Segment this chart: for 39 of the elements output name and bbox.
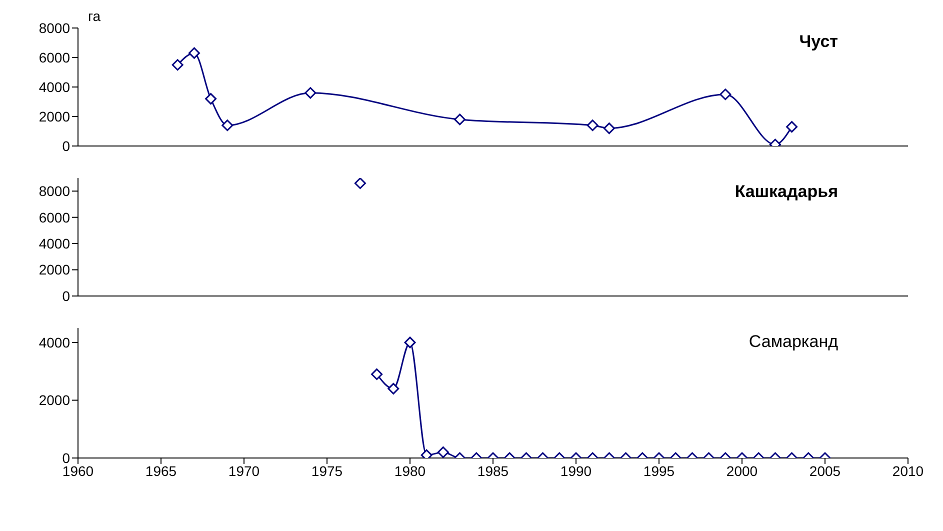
point <box>222 120 234 132</box>
y-tick-label: 2000 <box>38 262 70 278</box>
point <box>371 368 383 380</box>
y-tick-label: 0 <box>62 288 70 304</box>
point <box>786 121 798 133</box>
point <box>205 93 217 105</box>
y-tick-label: 0 <box>62 138 70 154</box>
point <box>188 47 200 59</box>
y-tick-label: 8000 <box>38 20 70 36</box>
y-tick-label: 6000 <box>38 49 70 66</box>
point <box>586 120 598 132</box>
point <box>404 336 416 348</box>
point <box>603 122 615 134</box>
point <box>454 114 466 126</box>
point <box>304 87 316 99</box>
y-tick-label: 2000 <box>38 108 70 124</box>
x-tick-label: 1975 <box>311 462 343 479</box>
x-tick-label: 1995 <box>643 462 675 479</box>
y-axis-title: га <box>88 8 101 24</box>
x-tick-label: 2005 <box>809 462 841 479</box>
x-tick-label: 1965 <box>145 462 177 479</box>
x-tick-label: 1980 <box>394 462 426 479</box>
chart-title: Кашкадарья <box>734 182 838 202</box>
x-tick-label: 1970 <box>228 462 260 479</box>
point <box>720 88 732 100</box>
x-tick-label: 2000 <box>726 462 758 479</box>
y-tick-label: 8000 <box>38 183 70 200</box>
y-tick-label: 4000 <box>38 78 70 95</box>
x-tick-label: 1985 <box>477 462 509 479</box>
y-tick-label: 6000 <box>38 209 70 226</box>
point <box>172 59 184 71</box>
y-tick-label: 4000 <box>38 334 70 350</box>
chart-title: Чуст <box>799 32 838 52</box>
y-tick-label: 2000 <box>38 392 70 408</box>
x-tick-label: 1990 <box>560 462 592 479</box>
x-tick-label: 2010 <box>892 462 924 479</box>
point <box>388 382 400 394</box>
chart-title: Самарканд <box>748 332 838 352</box>
y-tick-label: 4000 <box>38 236 70 252</box>
